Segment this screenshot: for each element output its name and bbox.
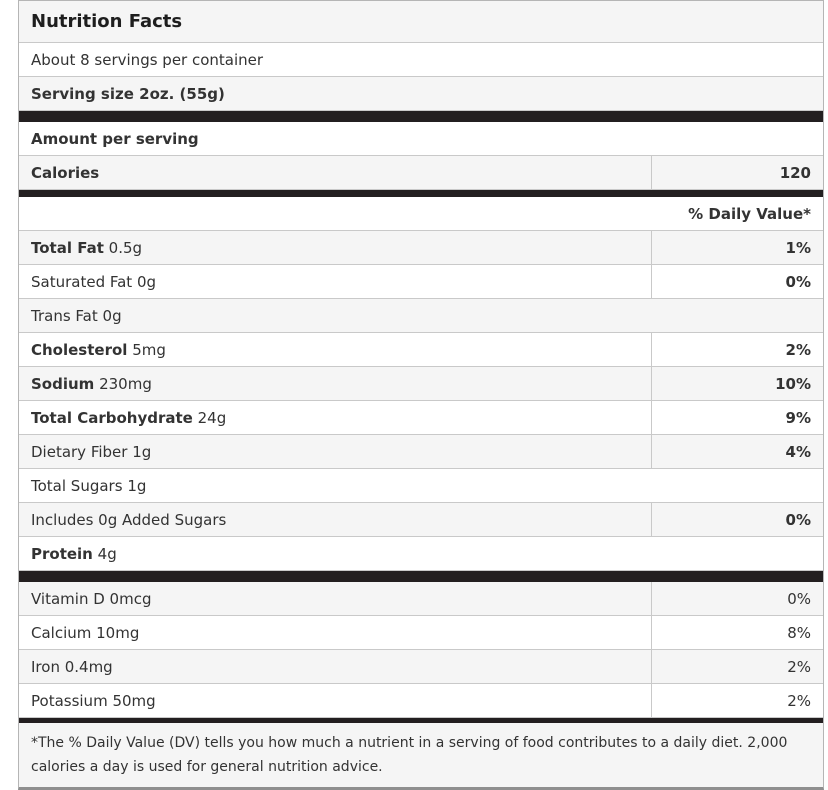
nutrient-label: Sodium (31, 374, 95, 393)
dietary-fiber-dv: 4% (651, 435, 823, 468)
row-calories: Calories 120 (19, 156, 823, 190)
sodium-text: Sodium 230mg (19, 367, 651, 400)
calories-value: 120 (651, 156, 823, 189)
nutrient-amount: 0g (136, 272, 157, 291)
row-daily-value-header: % Daily Value* (19, 197, 823, 231)
total-carbohydrate-dv: 9% (651, 401, 823, 434)
row-title: Nutrition Facts (19, 1, 823, 43)
row-servings-per-container: About 8 servings per container (19, 43, 823, 77)
nutrient-label: Includes 0g Added Sugars (31, 510, 227, 529)
nutrient-label: Cholesterol (31, 340, 128, 359)
nutrient-label: Protein (31, 544, 93, 563)
nutrient-amount: 1g (132, 442, 152, 461)
calcium-dv: 8% (651, 616, 823, 649)
total-fat-dv: 1% (651, 231, 823, 264)
potassium-text: Potassium 50mg (31, 691, 156, 710)
trans-fat-text: Trans Fat 0g (19, 299, 823, 332)
section-separator-bar (19, 190, 823, 197)
row-serving-size: Serving size 2oz. (55g) (19, 77, 823, 111)
calcium-text: Calcium 10mg (31, 623, 140, 642)
nutrient-amount: 0.5g (108, 238, 143, 257)
potassium-dv: 2% (651, 684, 823, 717)
nutrient-amount: 1g (127, 476, 147, 495)
added-sugars-text: Includes 0g Added Sugars (19, 503, 651, 536)
row-added-sugars: Includes 0g Added Sugars 0% (19, 503, 823, 537)
daily-value-footnote-text: *The % Daily Value (DV) tells you how mu… (31, 735, 788, 775)
saturated-fat-text: Saturated Fat 0g (19, 265, 651, 298)
row-vitamin-d: Vitamin D 0mcg 0% (19, 582, 823, 616)
nutrient-amount: 0g (102, 306, 122, 325)
row-calcium: Calcium 10mg 8% (19, 616, 823, 650)
nutrient-label: Total Carbohydrate (31, 408, 193, 427)
section-separator-bar (19, 718, 823, 723)
servings-per-container-text: About 8 servings per container (31, 50, 264, 69)
serving-size-text: Serving size 2oz. (55g) (31, 84, 225, 103)
nutrient-label: Saturated Fat (31, 272, 133, 291)
nutrient-label: Dietary Fiber (31, 442, 128, 461)
nutrient-label: Trans Fat (31, 306, 98, 325)
nutrient-label: Total Fat (31, 238, 104, 257)
row-footnote: *The % Daily Value (DV) tells you how mu… (19, 723, 823, 787)
nutrition-facts-title: Nutrition Facts (31, 11, 183, 32)
protein-text: Protein 4g (19, 537, 823, 570)
vitamin-d-dv: 0% (651, 582, 823, 615)
nutrient-amount: 5mg (132, 340, 166, 359)
row-protein: Protein 4g (19, 537, 823, 571)
total-fat-text: Total Fat 0.5g (19, 231, 651, 264)
sodium-dv: 10% (651, 367, 823, 400)
row-total-fat: Total Fat 0.5g 1% (19, 231, 823, 265)
row-amount-per-serving: Amount per serving (19, 122, 823, 156)
daily-value-header-text: % Daily Value* (688, 204, 811, 223)
vitamin-d-text: Vitamin D 0mcg (31, 589, 152, 608)
iron-dv: 2% (651, 650, 823, 683)
added-sugars-dv: 0% (651, 503, 823, 536)
calories-label: Calories (31, 163, 100, 182)
nutrient-amount: 24g (197, 408, 227, 427)
row-saturated-fat: Saturated Fat 0g 0% (19, 265, 823, 299)
row-trans-fat: Trans Fat 0g (19, 299, 823, 333)
total-sugars-text: Total Sugars 1g (19, 469, 823, 502)
saturated-fat-dv: 0% (651, 265, 823, 298)
row-total-carbohydrate: Total Carbohydrate 24g 9% (19, 401, 823, 435)
cholesterol-text: Cholesterol 5mg (19, 333, 651, 366)
section-separator-bar (19, 571, 823, 582)
nutrient-amount: 4g (97, 544, 117, 563)
dietary-fiber-text: Dietary Fiber 1g (19, 435, 651, 468)
row-iron: Iron 0.4mg 2% (19, 650, 823, 684)
iron-text: Iron 0.4mg (31, 657, 113, 676)
row-dietary-fiber: Dietary Fiber 1g 4% (19, 435, 823, 469)
nutrient-label: Total Sugars (31, 476, 123, 495)
row-sodium: Sodium 230mg 10% (19, 367, 823, 401)
nutrition-facts-table: Nutrition Facts About 8 servings per con… (18, 0, 824, 790)
total-carbohydrate-text: Total Carbohydrate 24g (19, 401, 651, 434)
row-cholesterol: Cholesterol 5mg 2% (19, 333, 823, 367)
row-total-sugars: Total Sugars 1g (19, 469, 823, 503)
section-separator-bar (19, 111, 823, 122)
amount-per-serving-text: Amount per serving (31, 129, 199, 148)
cholesterol-dv: 2% (651, 333, 823, 366)
nutrient-amount: 230mg (99, 374, 152, 393)
row-potassium: Potassium 50mg 2% (19, 684, 823, 718)
